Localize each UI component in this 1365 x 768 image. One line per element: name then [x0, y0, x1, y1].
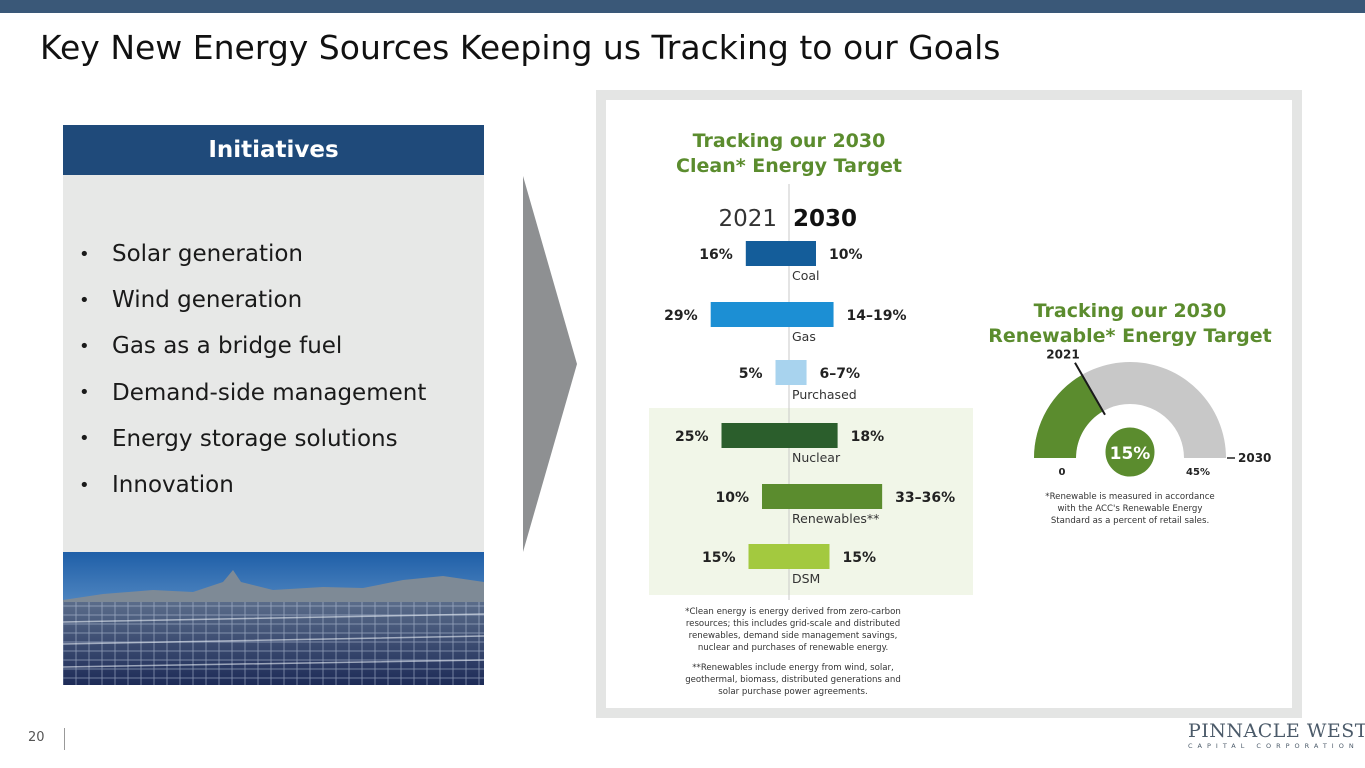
label-2030: 2030	[793, 206, 857, 232]
initiatives-panel: Initiatives • Solar generation • Wind gener…	[63, 125, 484, 685]
initiative-item: • Gas as a bridge fuel	[79, 323, 426, 369]
renewable-footnote: Standard as a percent of retail sales.	[1051, 516, 1209, 526]
bar-2030	[789, 302, 834, 327]
logo-subtitle: CAPITAL CORPORATION	[1188, 742, 1359, 750]
value-label-2021: 25%	[675, 429, 709, 445]
renewable-footnote: *Renewable is measured in accordance	[1045, 492, 1214, 502]
clean-footnote: **Renewables include energy from wind, s…	[692, 663, 894, 673]
clean-footnote: geothermal, biomass, distributed generat…	[685, 675, 901, 685]
footer-divider	[64, 728, 65, 750]
clean-chart-title: Tracking our 2030	[693, 130, 886, 152]
bar-2030	[789, 423, 838, 448]
page-number: 20	[28, 730, 45, 745]
renewable-chart-title: Renewable* Energy Target	[988, 325, 1272, 347]
initiative-item: • Solar generation	[79, 231, 426, 277]
chart-area: Tracking our 2030 Clean* Energy Target 202…	[606, 100, 1292, 708]
initiatives-list: • Solar generation • Wind generation • Gas as…	[79, 231, 426, 508]
gauge-value-circle	[1102, 424, 1158, 480]
bullet-dot: •	[79, 335, 90, 357]
top-accent-bar	[0, 0, 1365, 13]
bullet-dot: •	[79, 382, 90, 404]
value-label-2030: 15%	[843, 550, 877, 566]
chart-frame: Tracking our 2030 Clean* Energy Target 202…	[596, 90, 1302, 718]
bullet-dot: •	[79, 428, 90, 450]
bar-2021	[748, 544, 789, 569]
bar-2021	[775, 360, 789, 385]
category-label: DSM	[792, 571, 820, 586]
renewable-chart-title: Tracking our 2030	[1034, 300, 1227, 322]
value-label-2021: 29%	[664, 308, 698, 324]
bar-2030	[789, 484, 883, 509]
logo-name: PINNACLE WEST	[1188, 720, 1365, 742]
clean-chart-title: Clean* Energy Target	[676, 155, 902, 177]
bar-2030	[789, 360, 807, 385]
initiative-label: Energy storage solutions	[112, 425, 398, 452]
value-label-2021: 16%	[699, 247, 733, 263]
value-label-2021: 10%	[715, 490, 749, 506]
gauge-end-label: 2030	[1238, 451, 1271, 465]
solar-field-photo	[63, 552, 484, 685]
initiative-label: Wind generation	[112, 287, 303, 314]
value-label-2021: 5%	[739, 366, 763, 382]
initiative-label: Solar generation	[112, 241, 304, 268]
category-label: Gas	[792, 329, 816, 344]
label-2021: 2021	[718, 206, 777, 232]
value-label-2030: 14–19%	[847, 308, 907, 324]
bullet-dot: •	[79, 243, 90, 265]
initiative-label: Demand-side management	[112, 379, 427, 406]
category-label: Renewables**	[792, 511, 879, 526]
value-label-2030: 18%	[851, 429, 885, 445]
bar-2021	[745, 241, 789, 266]
initiative-label: Innovation	[112, 472, 234, 499]
initiative-item: • Innovation	[79, 462, 426, 508]
value-label-2021: 15%	[702, 550, 736, 566]
initiative-item: • Demand-side management	[79, 370, 426, 416]
clean-footnote: solar purchase power agreements.	[718, 687, 867, 697]
clean-footnote: resources; this includes grid-scale and …	[686, 619, 900, 629]
energy-target-charts: Tracking our 2030 Clean* Energy Target 202…	[649, 130, 1272, 697]
bar-2021	[721, 423, 789, 448]
bullet-dot: •	[79, 474, 90, 496]
category-label: Purchased	[792, 387, 857, 402]
initiative-item: • Energy storage solutions	[79, 416, 426, 462]
value-label-2030: 6–7%	[820, 366, 861, 382]
bar-2021	[710, 302, 789, 327]
company-logo: PINNACLE WEST CAPITAL CORPORATION	[1188, 720, 1365, 750]
bullet-dot: •	[79, 289, 90, 311]
value-label-2030: 10%	[829, 247, 863, 263]
initiatives-header: Initiatives	[63, 125, 484, 175]
initiative-label: Gas as a bridge fuel	[112, 333, 343, 360]
clean-footnote: nuclear and purchases of renewable energ…	[698, 643, 888, 653]
bar-2021	[762, 484, 789, 509]
bar-2030	[789, 544, 830, 569]
renewable-footnote: with the ACC's Renewable Energy	[1058, 504, 1203, 514]
category-label: Coal	[792, 268, 820, 283]
gauge-max-label: 45%	[1186, 467, 1210, 478]
gauge-marker-line	[1074, 362, 1106, 416]
initiative-item: • Wind generation	[79, 277, 426, 323]
value-label-2030: 33–36%	[895, 490, 955, 506]
clean-footnote: *Clean energy is energy derived from zer…	[685, 607, 901, 617]
gauge-min-label: 0	[1059, 467, 1066, 478]
arrow-chevron-icon	[523, 176, 577, 552]
gauge-filled-arc	[1034, 374, 1103, 458]
clean-footnote: renewables, demand side management savin…	[689, 631, 898, 641]
gauge-value-label: 15%	[1110, 444, 1151, 464]
gauge-marker-label: 2021	[1046, 348, 1079, 362]
category-label: Nuclear	[792, 450, 841, 465]
bar-2030	[789, 241, 816, 266]
slide-title: Key New Energy Sources Keeping us Tracki…	[40, 28, 1001, 67]
